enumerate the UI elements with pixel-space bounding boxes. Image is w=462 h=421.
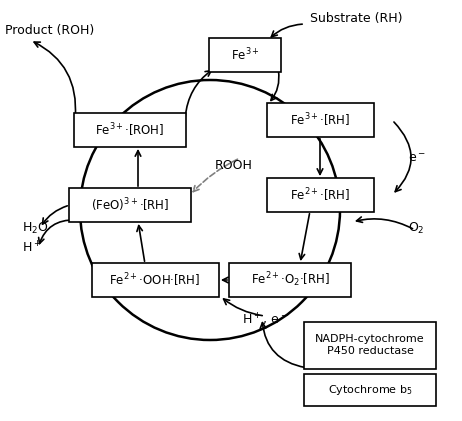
FancyBboxPatch shape [69, 188, 191, 222]
FancyBboxPatch shape [91, 263, 219, 297]
Text: H$^+$, e$^-$: H$^+$, e$^-$ [242, 312, 288, 328]
FancyBboxPatch shape [209, 38, 281, 72]
FancyBboxPatch shape [267, 103, 373, 137]
Text: ROOH: ROOH [215, 158, 253, 171]
Text: H$_2$O: H$_2$O [22, 221, 49, 236]
Text: Fe$^{2+}$·O$_2$·[RH]: Fe$^{2+}$·O$_2$·[RH] [251, 271, 329, 289]
Text: Fe$^{2+}$·OOH·[RH]: Fe$^{2+}$·OOH·[RH] [109, 271, 201, 289]
FancyBboxPatch shape [74, 113, 186, 147]
FancyBboxPatch shape [267, 178, 373, 212]
Text: Fe$^{2+}$·[RH]: Fe$^{2+}$·[RH] [290, 186, 350, 204]
Text: H$^+$: H$^+$ [22, 240, 42, 256]
Text: O$_2$: O$_2$ [408, 221, 425, 236]
Text: Fe$^{3+}$: Fe$^{3+}$ [231, 47, 260, 63]
Text: NADPH-cytochrome
P450 reductase: NADPH-cytochrome P450 reductase [315, 334, 425, 356]
FancyBboxPatch shape [304, 322, 436, 368]
Text: Product (ROH): Product (ROH) [5, 24, 94, 37]
FancyBboxPatch shape [304, 374, 436, 406]
Text: e$^-$: e$^-$ [408, 152, 426, 165]
Text: Fe$^{3+}$·[RH]: Fe$^{3+}$·[RH] [290, 111, 350, 129]
Text: (FeO)$^{3+}$·[RH]: (FeO)$^{3+}$·[RH] [91, 196, 169, 214]
Text: Fe$^{3+}$·[ROH]: Fe$^{3+}$·[ROH] [95, 121, 164, 139]
Text: Cytochrome b$_5$: Cytochrome b$_5$ [328, 383, 413, 397]
Text: Substrate (RH): Substrate (RH) [310, 11, 402, 24]
FancyBboxPatch shape [229, 263, 351, 297]
